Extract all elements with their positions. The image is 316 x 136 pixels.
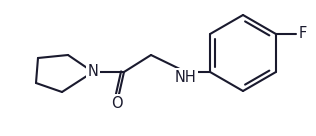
Text: NH: NH <box>175 69 197 84</box>
Text: N: N <box>88 64 99 80</box>
Text: O: O <box>111 95 123 110</box>
Text: F: F <box>299 27 307 41</box>
